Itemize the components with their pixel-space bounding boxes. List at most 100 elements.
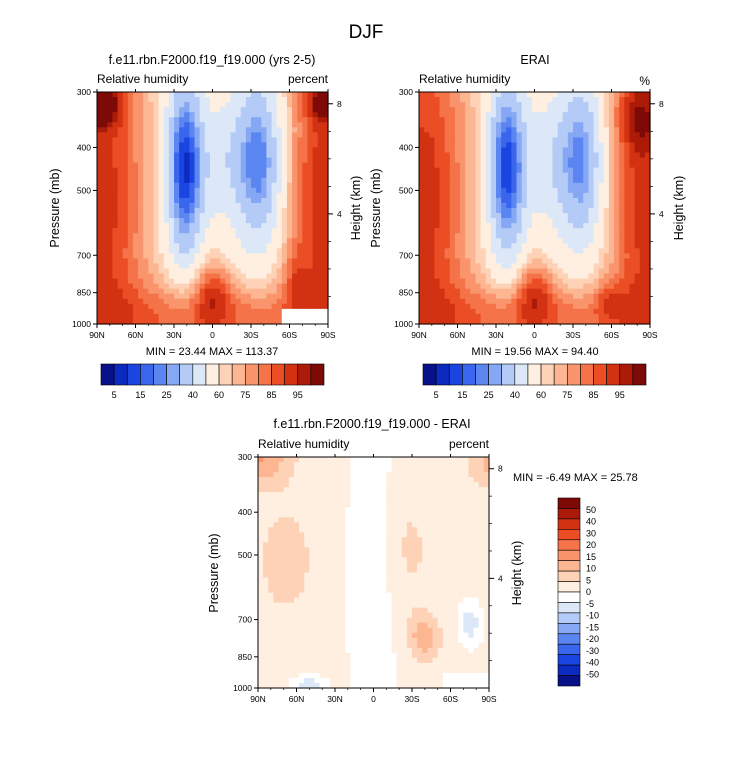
contour-cell bbox=[307, 102, 314, 108]
contour-cell bbox=[304, 517, 310, 523]
contour-cell bbox=[143, 177, 149, 184]
contour-cell bbox=[184, 258, 190, 265]
contour-cell bbox=[521, 152, 528, 159]
contour-cell bbox=[251, 97, 257, 103]
contour-cell bbox=[138, 318, 144, 325]
contour-cell bbox=[322, 218, 329, 224]
contour-cell bbox=[434, 132, 441, 138]
contour-cell bbox=[454, 202, 461, 209]
contour-cell bbox=[143, 132, 149, 138]
contour-cell bbox=[614, 318, 620, 325]
contour-cell bbox=[608, 318, 615, 325]
contour-cell bbox=[153, 107, 160, 113]
contour-cell bbox=[454, 218, 461, 224]
contour-cell bbox=[324, 527, 331, 533]
contour-cell bbox=[304, 502, 310, 508]
contour-cell bbox=[506, 187, 512, 194]
contour-cell bbox=[360, 472, 367, 478]
contour-cell bbox=[567, 293, 574, 300]
contour-cell bbox=[112, 187, 119, 194]
contour-cell bbox=[286, 162, 293, 169]
contour-cell bbox=[542, 162, 548, 169]
contour-cell bbox=[271, 127, 278, 133]
contour-cell bbox=[230, 313, 237, 320]
contour-cell bbox=[583, 197, 589, 204]
contour-cell bbox=[424, 278, 430, 285]
contour-cell bbox=[317, 152, 324, 159]
contour-cell bbox=[634, 298, 641, 305]
contour-cell bbox=[112, 112, 119, 118]
contour-cell bbox=[624, 202, 631, 209]
contour-cell bbox=[292, 288, 298, 295]
contour-cell bbox=[444, 182, 451, 189]
contour-cell bbox=[245, 107, 252, 113]
contour-cell bbox=[485, 263, 492, 270]
contour-cell bbox=[179, 167, 185, 174]
contour-cell bbox=[634, 293, 641, 300]
contour-cell bbox=[199, 253, 206, 260]
contour-cell bbox=[271, 122, 278, 128]
contour-cell bbox=[268, 522, 274, 528]
contour-cell bbox=[444, 303, 451, 310]
contour-cell bbox=[516, 208, 523, 214]
contour-cell bbox=[102, 132, 108, 138]
x-tick-label: 90S bbox=[642, 330, 657, 340]
contour-cell bbox=[297, 152, 303, 159]
contour-cell bbox=[531, 313, 538, 320]
contour-cell bbox=[429, 213, 435, 219]
contour-cell bbox=[199, 308, 206, 315]
contour-cell bbox=[547, 132, 554, 138]
contour-cell bbox=[537, 122, 543, 128]
contour-cell bbox=[644, 117, 651, 123]
contour-cell bbox=[117, 228, 124, 234]
contour-cell bbox=[127, 308, 134, 315]
contour-cell bbox=[297, 102, 303, 108]
contour-cell bbox=[256, 263, 262, 270]
contour-cell bbox=[163, 283, 170, 290]
contour-cell bbox=[370, 467, 377, 473]
contour-cell bbox=[629, 177, 636, 184]
contour-cell bbox=[593, 253, 600, 260]
contour-cell bbox=[629, 313, 636, 320]
contour-cell bbox=[319, 482, 326, 488]
contour-cell bbox=[174, 268, 180, 275]
contour-cell bbox=[281, 107, 288, 113]
contour-cell bbox=[143, 303, 149, 310]
contour-cell bbox=[335, 457, 341, 463]
contour-cell bbox=[552, 228, 559, 234]
contour-cell bbox=[225, 112, 232, 118]
contour-cell bbox=[593, 187, 600, 194]
contour-cell bbox=[199, 303, 206, 310]
contour-cell bbox=[312, 228, 319, 234]
contour-cell bbox=[454, 243, 461, 249]
contour-cell bbox=[567, 248, 574, 254]
contour-cell bbox=[460, 192, 466, 199]
contour-cell bbox=[419, 273, 425, 280]
contour-cell bbox=[168, 298, 175, 305]
contour-cell bbox=[578, 243, 584, 249]
contour-cell bbox=[557, 253, 564, 260]
contour-cell bbox=[447, 512, 454, 518]
contour-cell bbox=[434, 278, 441, 285]
contour-cell bbox=[127, 97, 134, 103]
contour-cell bbox=[485, 202, 492, 209]
contour-cell bbox=[138, 263, 144, 270]
contour-cell bbox=[132, 102, 139, 108]
contour-cell bbox=[240, 258, 247, 265]
contour-cell bbox=[107, 228, 113, 234]
contour-cell bbox=[449, 253, 456, 260]
contour-cell bbox=[189, 152, 196, 159]
contour-cell bbox=[225, 313, 232, 320]
contour-cell bbox=[251, 263, 257, 270]
contour-cell bbox=[629, 132, 636, 138]
contour-cell bbox=[263, 522, 269, 528]
field-label: Relative humidity bbox=[258, 437, 349, 451]
contour-cell bbox=[297, 177, 303, 184]
contour-cell bbox=[281, 182, 288, 189]
contour-cell bbox=[271, 253, 278, 260]
contour-cell bbox=[199, 92, 206, 98]
colorbar-label: 25 bbox=[484, 390, 494, 400]
contour-cell bbox=[271, 208, 278, 214]
contour-cell bbox=[148, 273, 155, 280]
contour-cell bbox=[281, 258, 288, 265]
